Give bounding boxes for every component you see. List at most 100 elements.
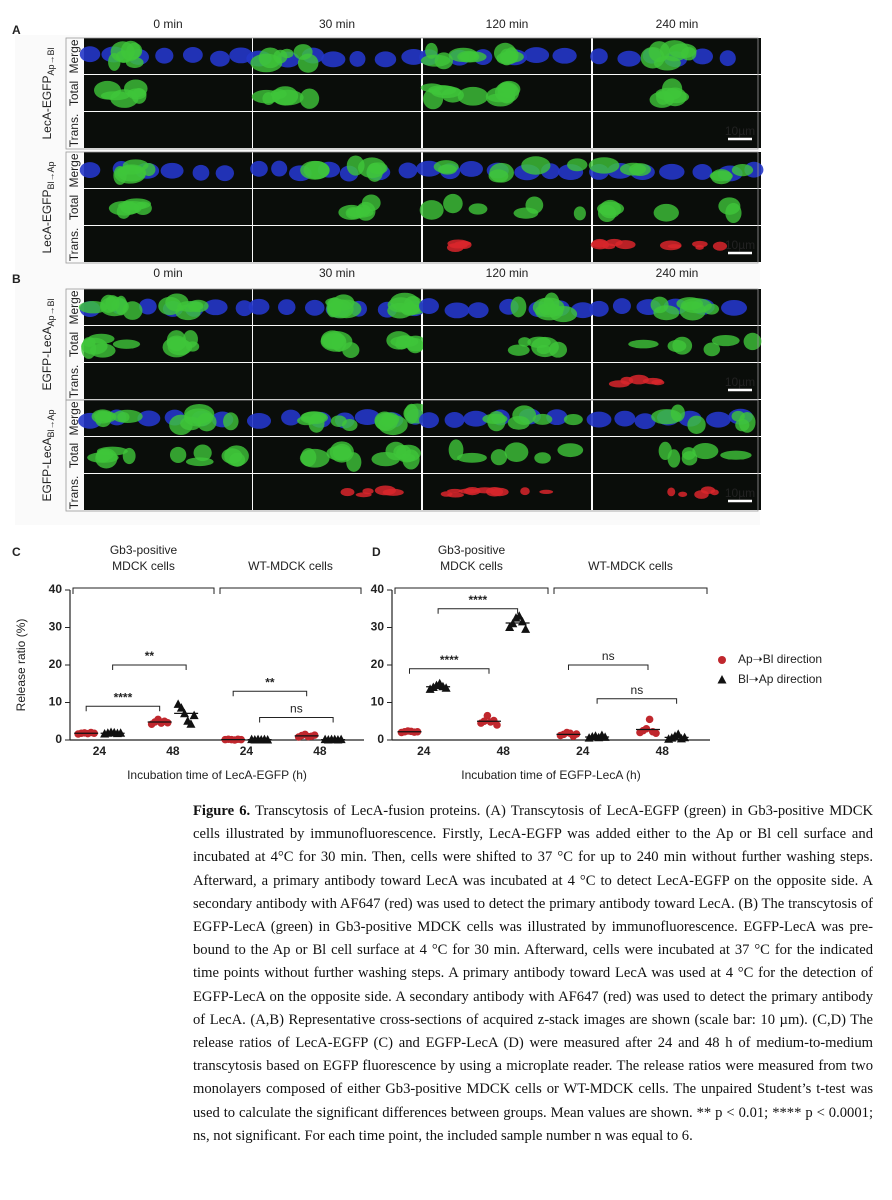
micrograph — [423, 326, 591, 362]
column-label: 120 min — [486, 17, 529, 31]
nucleus — [349, 51, 366, 67]
red-signal — [692, 240, 708, 248]
y-tick-label: 30 — [49, 620, 63, 634]
green-signal — [374, 412, 398, 432]
green-signal — [425, 42, 438, 59]
significance-bracket — [596, 698, 678, 704]
significance-label: ns — [602, 649, 615, 663]
group-label: EGFP-LecAAp→Bl — [40, 298, 56, 390]
nucleus — [691, 48, 714, 65]
row-label: Total — [67, 443, 81, 468]
nucleus — [155, 47, 174, 64]
red-signal — [355, 492, 372, 498]
nucleus — [659, 163, 685, 180]
green-signal — [512, 405, 537, 426]
scale-bar-label: 10µm — [725, 486, 755, 500]
group-bracket — [72, 587, 215, 594]
micrograph — [593, 112, 761, 148]
micrograph — [253, 112, 421, 148]
group-label: EGFP-LecABl→Ap — [40, 409, 56, 501]
green-signal — [687, 415, 706, 435]
x-tick-label: 24 — [576, 744, 590, 758]
green-signal — [703, 303, 720, 315]
red-signal — [447, 239, 470, 248]
green-signal — [720, 450, 752, 460]
micrograph — [423, 112, 591, 148]
data-point — [521, 624, 531, 633]
column-label: 0 min — [153, 266, 182, 280]
green-signal — [490, 449, 508, 466]
nucleus — [444, 302, 470, 319]
green-signal — [300, 448, 317, 467]
x-tick-label: 48 — [656, 744, 670, 758]
red-signal — [667, 244, 682, 249]
column-label: 0 min — [153, 17, 182, 31]
nucleus — [235, 300, 254, 317]
nucleus — [634, 413, 656, 430]
nucleus — [210, 50, 230, 67]
green-signal — [670, 404, 685, 422]
data-point — [645, 715, 654, 724]
row-label: Merge — [67, 39, 81, 73]
green-signal — [262, 92, 275, 106]
green-signal — [165, 293, 189, 312]
green-signal — [743, 332, 762, 351]
green-signal — [327, 297, 342, 317]
green-signal — [387, 302, 413, 319]
row-label: Merge — [67, 401, 81, 435]
nucleus — [719, 50, 736, 67]
green-signal — [532, 413, 553, 425]
green-signal — [330, 415, 347, 427]
significance-bracket — [259, 717, 334, 723]
green-signal — [468, 203, 488, 215]
green-signal — [534, 452, 551, 464]
green-signal — [681, 451, 698, 466]
x-axis-label: Incubation time of LecA-EGFP (h) — [127, 768, 307, 782]
red-signal — [447, 488, 463, 494]
significance-label: ns — [290, 702, 303, 716]
nucleus — [444, 412, 465, 428]
x-tick-label: 48 — [497, 744, 511, 758]
x-tick-label: 24 — [417, 744, 431, 758]
column-label: 30 min — [319, 17, 355, 31]
red-signal — [667, 487, 676, 497]
nucleus — [706, 411, 731, 428]
green-signal — [738, 412, 756, 433]
nucleus — [215, 165, 235, 182]
green-signal — [629, 163, 651, 176]
nucleus — [160, 162, 184, 179]
row-label: Trans. — [67, 365, 81, 399]
data-point — [189, 710, 199, 720]
group-bracket — [219, 587, 362, 594]
nucleus — [271, 160, 288, 177]
nucleus — [137, 410, 161, 427]
column-label: 30 min — [319, 266, 355, 280]
data-point — [176, 703, 186, 712]
data-point — [483, 711, 492, 720]
red-signal — [628, 374, 649, 385]
legend-marker — [717, 675, 727, 684]
legend-marker — [718, 656, 726, 664]
nucleus — [552, 47, 577, 64]
row-label: Total — [67, 332, 81, 357]
y-tick-label: 10 — [49, 695, 63, 709]
micrograph — [253, 189, 421, 225]
y-tick-label: 20 — [49, 657, 63, 671]
green-signal — [108, 52, 121, 71]
data-point — [652, 729, 660, 738]
red-signal — [440, 491, 453, 497]
green-signal — [532, 297, 565, 318]
group-frame — [65, 151, 759, 264]
group-frame — [65, 37, 759, 150]
green-signal — [518, 337, 531, 347]
caption-text: Transcytosis of LecA-fusion proteins. (A… — [193, 803, 873, 1144]
panel-label: D — [372, 545, 381, 559]
nucleus — [467, 302, 489, 319]
x-tick-label: 24 — [93, 744, 107, 758]
significance-label: ns — [631, 683, 644, 697]
green-signal — [648, 41, 670, 63]
green-signal — [599, 199, 621, 219]
nucleus — [138, 298, 157, 315]
green-signal — [457, 86, 489, 106]
